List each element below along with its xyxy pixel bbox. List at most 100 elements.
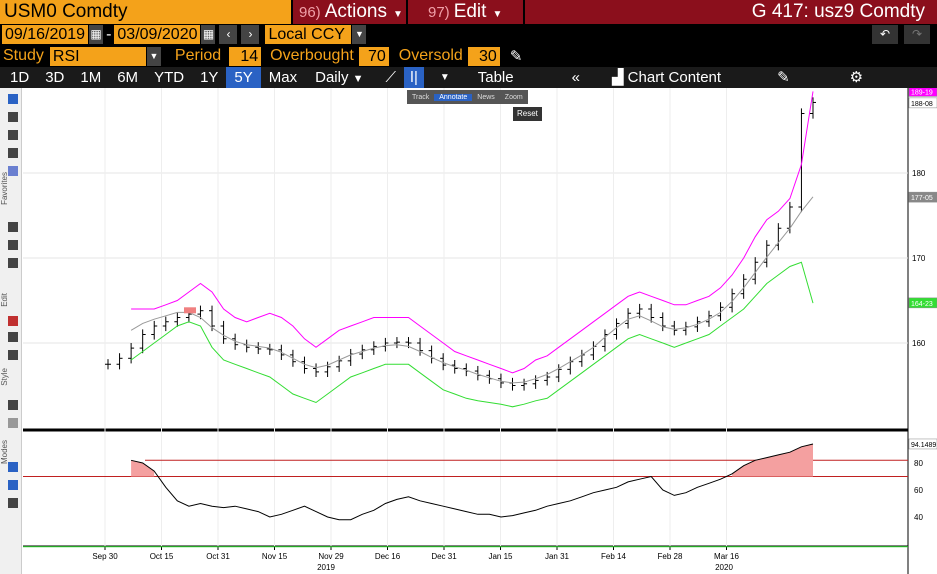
track-button[interactable]: Track — [412, 93, 430, 101]
channel-icon[interactable] — [8, 258, 18, 268]
x-tick-label: Mar 16 — [714, 552, 739, 561]
year-label: 2020 — [715, 563, 733, 572]
chart-area[interactable]: Favorites Edit Style Modes 160 170 180 Sep … — [0, 88, 937, 574]
period-input[interactable]: 14 — [229, 46, 262, 66]
last-value-label: 189-19 — [911, 89, 933, 96]
rsi-tick-label: 60 — [914, 486, 923, 495]
range-button-ytd[interactable]: YTD — [154, 69, 185, 86]
fib-tool-icon[interactable] — [8, 148, 18, 158]
rsi-tick-label: 80 — [914, 459, 923, 468]
end-date-input[interactable]: 03/09/2020 — [114, 25, 201, 44]
last-value-box — [908, 297, 937, 309]
last-value-label: 177-05 — [911, 195, 933, 202]
table-button[interactable]: Table — [477, 69, 514, 86]
pen-icon[interactable] — [8, 418, 18, 428]
chart-content-label: Chart Content — [627, 69, 722, 86]
chevron-down-icon[interactable]: ▼ — [146, 46, 161, 66]
eraser-icon[interactable] — [8, 350, 18, 360]
pencil-icon[interactable]: ✎ — [509, 48, 523, 65]
x-tick-label: Feb 14 — [601, 552, 626, 561]
lower-band-line — [130, 261, 814, 408]
trash-icon[interactable] — [8, 332, 18, 342]
top-bar: USM0 Comdty 96) Actions ▼ 97) Edit ▼ G 417: … — [0, 0, 937, 24]
line-tool-icon[interactable] — [8, 112, 18, 122]
news-button[interactable]: News — [477, 93, 495, 101]
date-separator: - — [106, 25, 112, 43]
text-tool-icon[interactable] — [8, 130, 18, 140]
start-date-input[interactable]: 09/16/2019 — [2, 25, 89, 44]
last-value-label: 164-23 — [911, 301, 933, 308]
calendar-icon[interactable]: ▦ — [201, 25, 216, 44]
chevron-down-icon[interactable]: ▼ — [439, 72, 450, 83]
date-bar: 09/16/2019 ▦ - 03/09/2020 ▦ ‹ › Local CC… — [0, 24, 937, 45]
chevron-down-icon: ▼ — [352, 73, 364, 85]
line-chart-icon[interactable]: ⟋ — [385, 69, 397, 86]
edit-chart-icon[interactable]: ✎ — [777, 69, 790, 86]
settings-icon[interactable] — [8, 498, 18, 508]
rsi-line — [130, 443, 814, 521]
thickness-icon[interactable] — [8, 400, 18, 410]
magnet-icon[interactable] — [8, 480, 18, 490]
actions-label: Actions — [324, 1, 387, 22]
zoom-button[interactable]: Zoom — [504, 93, 523, 101]
range-buttons: 1D 3D 1M 6M YTD 1Y 5Y Max — [2, 67, 305, 88]
study-select[interactable]: RSI — [49, 46, 146, 66]
range-button-max[interactable]: Max — [268, 69, 298, 86]
chevron-down-icon[interactable]: ▼ — [352, 25, 367, 44]
period-label: Period — [174, 47, 222, 64]
study-bar: Study RSI ▼ Period 14 Overbought 70 Over… — [0, 45, 937, 67]
color-icon[interactable] — [8, 316, 18, 326]
range-button-3d[interactable]: 3D — [45, 69, 65, 86]
last-value-box — [908, 88, 937, 97]
overbought-fill — [732, 444, 813, 477]
arrow-left-icon[interactable]: ‹ — [219, 25, 238, 44]
bar-chart-icon[interactable]: ǀ| — [404, 67, 424, 88]
arrow-right-icon[interactable]: › — [241, 25, 260, 44]
last-value-label: 188-08 — [911, 101, 933, 108]
chevron-down-icon: ▼ — [492, 9, 503, 20]
range-button-1y[interactable]: 1Y — [200, 69, 219, 86]
range-button-5y[interactable]: 5Y — [226, 67, 261, 88]
price-chart-svg: 160 170 180 Sep 30 Oct 15 Oct 31 Nov 15 Nov 29 D… — [23, 88, 937, 574]
edit-label: Edit — [453, 1, 487, 22]
gear-icon[interactable]: ⚙ — [849, 69, 864, 86]
currency-select[interactable]: Local CCY — [265, 25, 352, 44]
edit-menu[interactable]: 97) Edit ▼ — [408, 0, 523, 24]
annotation-bar: Track Annotate News Zoom — [407, 90, 528, 104]
rsi-last-value-box — [908, 438, 937, 450]
x-tick-label: Sep 30 — [92, 552, 118, 561]
window-title: G 417: usz9 Comdty — [525, 0, 937, 24]
last-value-box — [908, 191, 937, 203]
chart-content-button[interactable]: ▟ Chart Content — [604, 67, 729, 88]
actions-menu[interactable]: 96) Actions ▼ — [293, 0, 406, 24]
range-button-1d[interactable]: 1D — [10, 69, 30, 86]
x-tick-label: Dec 16 — [375, 552, 401, 561]
oversold-input[interactable]: 30 — [467, 46, 500, 66]
calendar-icon[interactable]: ▦ — [89, 25, 104, 44]
edit-number: 97) — [428, 4, 450, 21]
redo-icon[interactable]: ↷ — [904, 25, 930, 44]
pointer-icon[interactable] — [8, 94, 18, 104]
x-tick-label: Nov 29 — [318, 552, 344, 561]
reset-button[interactable]: Reset — [513, 107, 542, 121]
ticker-field[interactable]: USM0 Comdty — [0, 0, 291, 24]
brush-icon[interactable] — [8, 222, 18, 232]
hline-icon[interactable] — [8, 240, 18, 250]
y-tick-label: 180 — [912, 169, 926, 178]
range-button-1m[interactable]: 1M — [80, 69, 102, 86]
y-tick-label: 170 — [912, 254, 926, 263]
crosshair-icon[interactable] — [8, 462, 18, 472]
rect-tool-icon[interactable] — [8, 166, 18, 176]
collapse-icon[interactable]: « — [571, 69, 580, 86]
annotate-button[interactable]: Annotate — [434, 93, 473, 101]
moving-average-line — [130, 196, 814, 384]
frequency-select[interactable]: Daily ▼ — [307, 67, 371, 88]
rsi-tick-label: 40 — [914, 513, 923, 522]
undo-icon[interactable]: ↶ — [872, 25, 898, 44]
x-tick-label: Oct 31 — [206, 552, 230, 561]
x-tick-label: Feb 28 — [658, 552, 683, 561]
x-tick-label: Oct 15 — [150, 552, 174, 561]
frequency-label: Daily — [315, 69, 349, 86]
range-button-6m[interactable]: 6M — [117, 69, 139, 86]
overbought-input[interactable]: 70 — [358, 46, 389, 66]
